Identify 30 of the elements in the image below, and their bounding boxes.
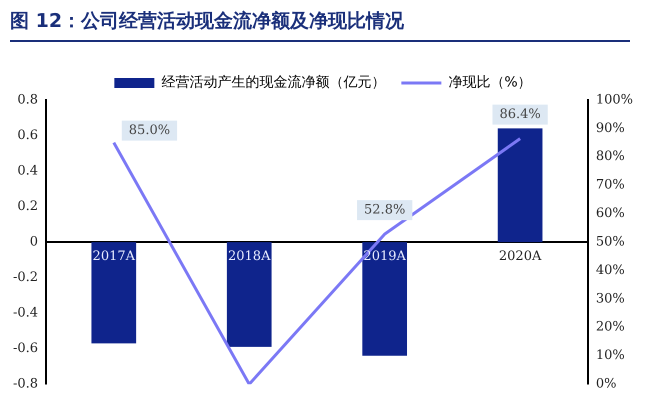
chart-title: 图 12：公司经营活动现金流净额及净现比情况 [10,8,630,42]
x-tick-label: 2018A [228,248,272,264]
data-label: 86.4% [499,107,541,122]
data-label: 85.0% [128,123,170,138]
y2-tick-label: 80% [596,149,625,164]
x-tick-label: 2020A [498,248,542,264]
y2-tick-label: 70% [596,178,625,193]
data-label: 52.8% [364,202,406,218]
y2-tick-label: 10% [596,348,625,364]
x-tick-label: 2017A [92,248,136,264]
legend-label: 经营活动产生的现金流净额（亿元） [161,74,386,91]
y2-tick-label: 100% [596,92,634,108]
y2-tick-label: 40% [596,262,625,278]
y-tick-label: 0.4 [17,163,38,178]
y-tick-label: -0.8 [12,376,38,392]
y-tick-label: 0.6 [17,128,38,143]
y2-tick-label: 30% [596,291,625,306]
y-tick-label: -0.2 [12,270,38,285]
y2-tick-label: 90% [596,120,625,136]
y2-tick-label: 0% [596,376,616,392]
y2-tick-label: 20% [596,320,625,335]
x-tick-label: 2019A [363,248,407,264]
y-tick-label: -0.6 [12,341,38,356]
y-tick-label: -0.4 [12,306,38,321]
y2-tick-label: 50% [596,234,625,250]
y-tick-label: 0.2 [17,198,38,214]
legend-label: 净现比（%） [448,74,532,91]
y2-tick-label: 60% [596,206,625,222]
y-tick-label: 0 [30,234,38,250]
y-tick-label: 0.8 [17,92,38,108]
